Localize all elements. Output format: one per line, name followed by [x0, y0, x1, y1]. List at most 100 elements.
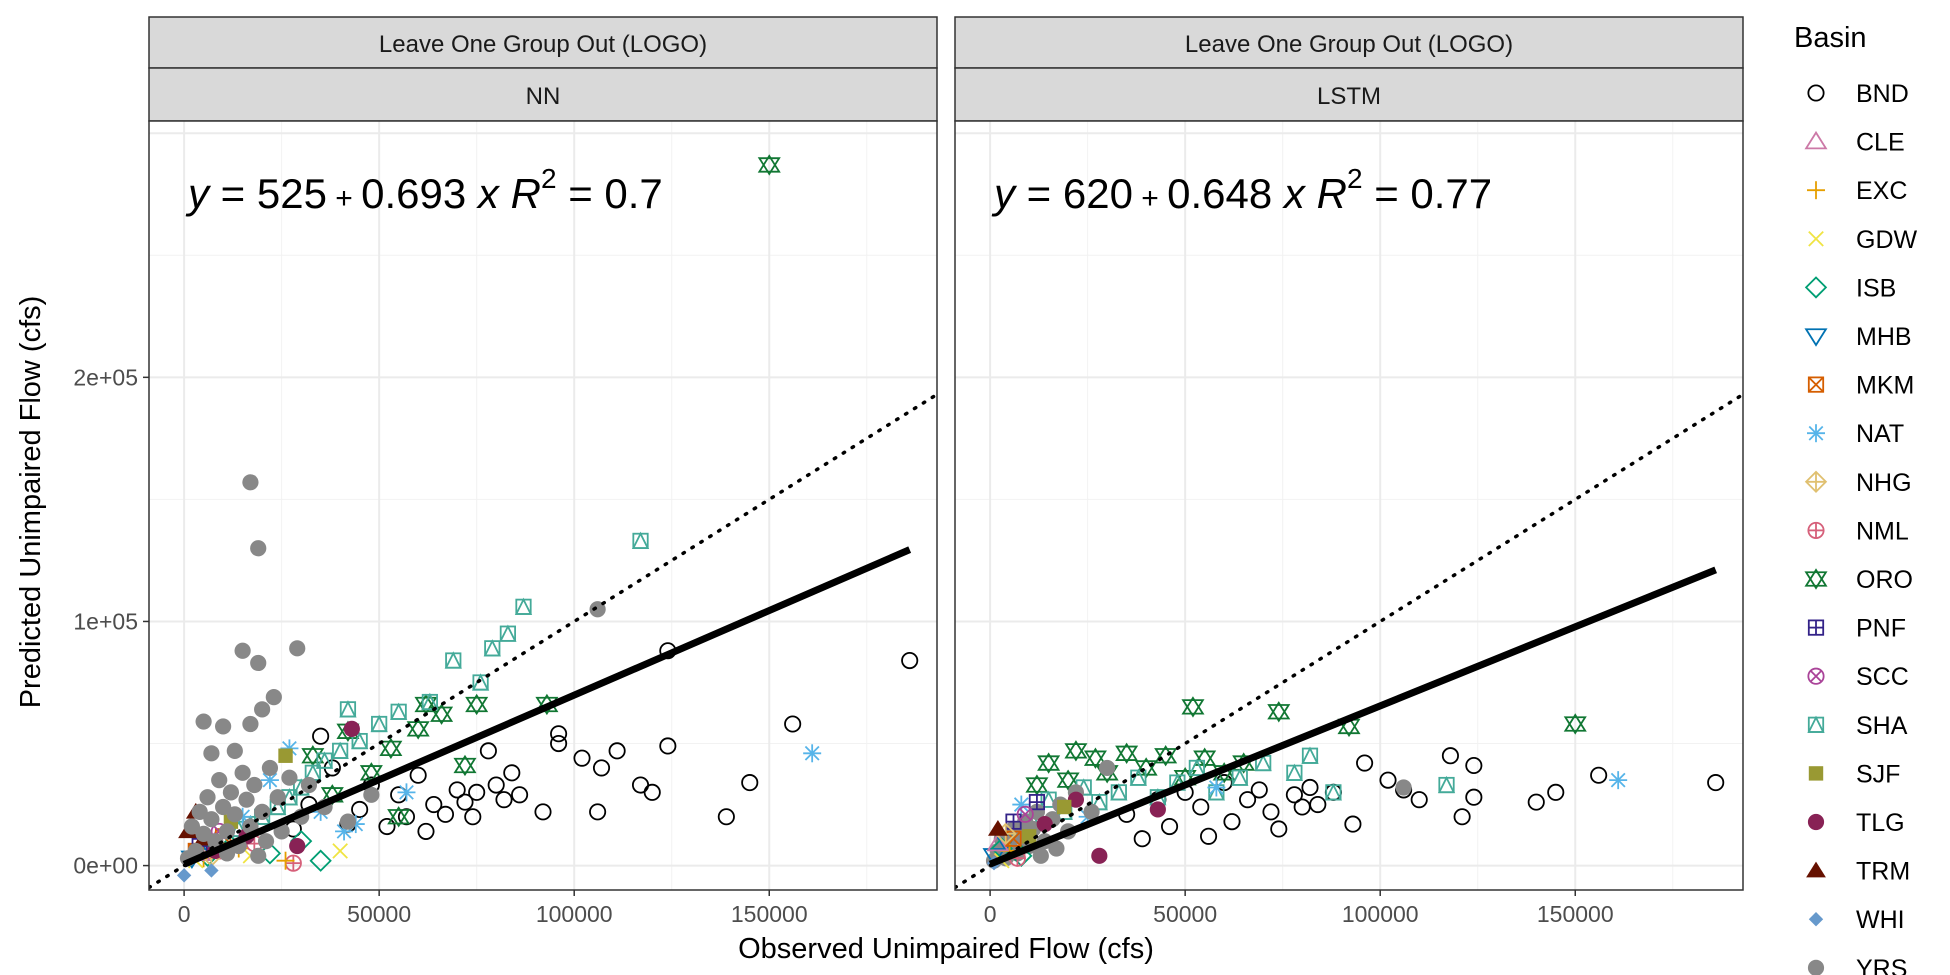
data-point-yrs — [281, 769, 298, 786]
data-point-bnd — [487, 776, 505, 794]
data-point-bnd — [784, 715, 802, 733]
data-point-sha — [1285, 763, 1304, 781]
legend-label: ISB — [1856, 274, 1896, 302]
panel-lstm: Leave One Group Out (LOGO) LSTM 0 50000 10… — [954, 16, 1744, 927]
data-point-nml — [284, 854, 302, 872]
data-point-bnd — [479, 742, 497, 760]
strip-bottom-label: NN — [526, 83, 561, 110]
legend-item: SCC — [1807, 663, 1909, 691]
legend-label: TRM — [1856, 858, 1910, 886]
legend-item: TLG — [1807, 809, 1905, 837]
data-point-pnf — [1028, 794, 1046, 811]
legend-item: SHA — [1807, 712, 1908, 740]
data-point-sha — [390, 702, 408, 720]
data-point-sjf — [1021, 829, 1037, 844]
legend-key-trm — [1806, 861, 1826, 878]
data-point-sjf — [278, 748, 293, 763]
data-point-yrs — [246, 776, 263, 794]
legend-item: MHB — [1804, 323, 1912, 351]
data-point-scc — [1016, 805, 1034, 823]
y-axis-title: Predicted Unimpaired Flow (cfs) — [15, 296, 47, 709]
data-point-bnd — [503, 764, 521, 782]
data-point-yrs — [203, 811, 220, 828]
data-point-bnd — [901, 651, 919, 670]
data-point-yrs — [226, 806, 243, 823]
data-point-oro — [379, 737, 403, 760]
data-point-yrs — [363, 786, 380, 803]
legend-item: CLE — [1804, 129, 1905, 157]
legend-label: ORO — [1856, 566, 1913, 594]
legend-key-nat — [1807, 424, 1825, 443]
data-point-tlg — [1036, 815, 1053, 833]
data-point-bnd — [409, 766, 427, 784]
one-to-one-line — [149, 392, 937, 890]
data-point-bnd — [1465, 788, 1483, 806]
data-point-sha — [1090, 792, 1108, 811]
data-point-yrs — [1048, 840, 1065, 857]
data-point-nat — [397, 783, 416, 802]
data-point-yrs — [211, 772, 228, 789]
data-point-sha — [631, 531, 650, 549]
data-point-oro — [1064, 740, 1088, 762]
data-point-oro — [465, 693, 489, 716]
data-point-yrs — [250, 540, 267, 557]
legend-label: WHI — [1856, 906, 1905, 934]
data-point-bnd — [448, 781, 466, 799]
legend-label: NHG — [1856, 469, 1912, 497]
legend-label: CLE — [1856, 129, 1905, 157]
data-point-bnd — [1590, 766, 1608, 784]
data-point-yrs — [300, 776, 318, 794]
data-point-sha — [1231, 768, 1249, 786]
data-point-bnd — [1200, 827, 1218, 845]
data-point-sha — [444, 651, 462, 669]
regression-equation: y = 525 + 0.693 x R2 = 0.7 — [185, 163, 663, 217]
data-point-oro — [387, 806, 411, 828]
data-point-isb — [309, 849, 332, 872]
data-point-yrs — [265, 689, 282, 706]
one-to-one-line — [955, 392, 1743, 890]
data-point-bnd — [1285, 786, 1303, 804]
legend-label: NAT — [1856, 420, 1904, 448]
data-point-sha — [1324, 783, 1343, 801]
data-point-sha — [499, 624, 517, 642]
data-point-sha — [421, 692, 439, 711]
x-tick-label: 50000 — [347, 901, 411, 927]
strip-bottom-bg — [954, 67, 1744, 122]
strip-top-bg — [148, 16, 938, 69]
x-tick-label: 150000 — [731, 901, 808, 927]
y-tick-label: 2e+05 — [73, 364, 138, 390]
data-point-bnd — [1293, 798, 1311, 816]
legend-label: EXC — [1856, 177, 1907, 205]
data-point-oro — [414, 693, 438, 716]
strip-top-label: Leave One Group Out (LOGO) — [379, 31, 707, 58]
legend-key-exc — [1807, 181, 1825, 200]
x-tick-label: 0 — [984, 901, 997, 927]
data-point-nat — [1609, 771, 1628, 790]
data-point-oro — [1267, 701, 1291, 723]
legend-title: Basin — [1794, 22, 1867, 54]
data-point-tlg — [289, 837, 306, 855]
data-point-yrs — [226, 742, 243, 759]
data-point-yrs — [242, 715, 259, 733]
data-point-yrs — [199, 789, 216, 806]
data-point-bnd — [1465, 756, 1483, 775]
data-point-trm — [988, 819, 1008, 836]
data-point-bnd — [1239, 791, 1257, 809]
legend-label: SCC — [1856, 663, 1909, 691]
data-point-bnd — [573, 749, 591, 767]
data-point-sha — [1129, 768, 1148, 786]
strip-top-bg — [954, 16, 1744, 69]
strip-bottom-label: LSTM — [1317, 83, 1381, 110]
legend-key-mhb — [1804, 328, 1828, 347]
data-point-oro — [453, 754, 477, 777]
x-tick-label: 150000 — [1537, 901, 1614, 927]
data-point-tlg — [1091, 847, 1108, 864]
data-point-bnd — [351, 800, 369, 818]
data-point-whi — [204, 863, 219, 878]
data-point-oro — [1083, 747, 1107, 769]
data-point-yrs — [203, 745, 220, 762]
data-point-gdw — [332, 843, 348, 859]
data-point-yrs — [183, 818, 201, 835]
legend-item: WHI — [1808, 906, 1905, 934]
data-point-tlg — [1149, 801, 1166, 818]
